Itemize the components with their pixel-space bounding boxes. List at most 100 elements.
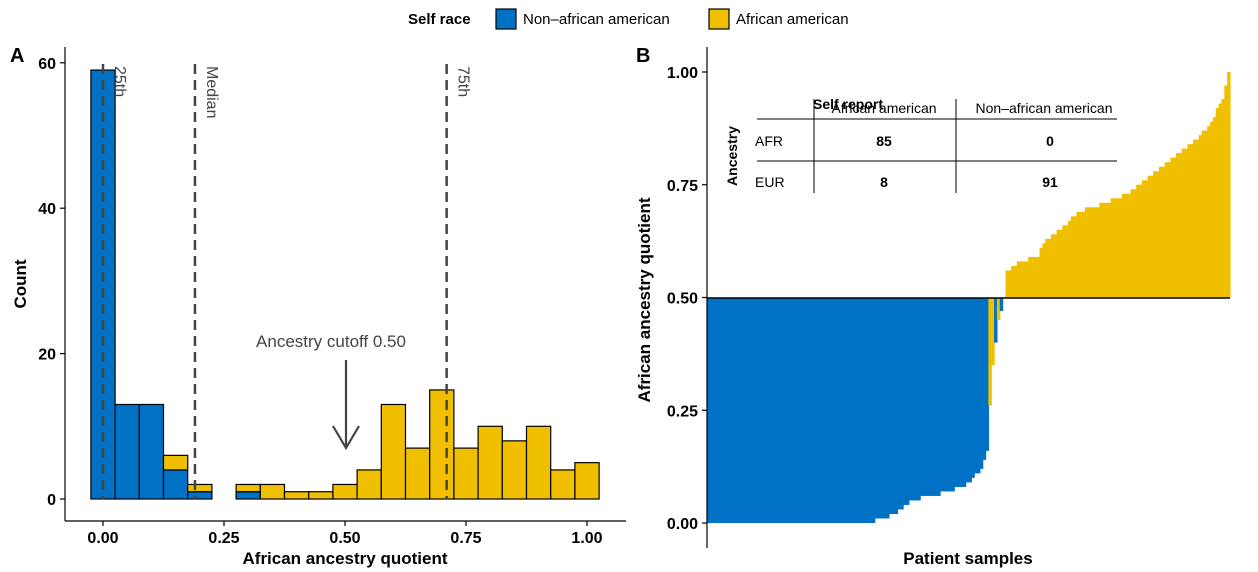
sample-bar [1167,162,1171,298]
sample-bar [917,297,921,501]
inset-table: Self report Ancestry African american No… [724,96,1117,193]
sample-bar [934,297,938,496]
sample-bar [908,297,913,501]
sample-bar [871,297,876,523]
sample-bar [1147,175,1152,298]
sample-bar [977,297,981,474]
sample-bar [1013,265,1018,298]
sample-bar [721,297,725,523]
sample-bar [1039,247,1044,298]
sample-bar [1184,148,1188,298]
sample-bar [863,297,867,523]
sample-bar [996,297,1001,321]
x-tick-label: 0.25 [208,530,239,547]
inset-table-row-header: Ancestry [724,126,740,186]
sample-bar [945,297,950,492]
sample-bar [797,297,802,523]
sample-bar [897,297,901,510]
sample-bar [1221,99,1225,298]
sample-bar [937,297,941,496]
sample-bar [968,297,972,483]
sample-bar [1062,225,1066,298]
sample-bar [911,297,916,501]
y-tick-label: 0.75 [667,178,698,195]
panel-b-letter: B [636,45,650,67]
bar-african-american [429,389,455,500]
y-tick-label: 0.50 [667,291,698,308]
sample-bar [729,297,734,523]
sample-bar [891,297,896,514]
sample-bar [763,297,768,523]
inset-cell-eur-african-american: 8 [880,174,888,190]
sample-bar [1056,229,1061,298]
panel-a-y-axis-label: Count [11,259,30,308]
cutoff-annotation: Ancestry cutoff 0.50 [256,332,406,451]
sample-bar [726,297,731,523]
sample-bar [732,297,737,523]
sample-bar [1079,211,1083,298]
sample-bar [755,297,759,523]
sample-bar [709,297,714,523]
panel-b-y-ticks: 0.00 0.25 0.50 0.75 1.00 [667,65,707,533]
sample-bar [1065,225,1069,298]
sample-bar [743,297,748,523]
sample-bar [849,297,853,523]
sample-bar [1224,85,1228,298]
bar-african-american [308,491,334,500]
bar-african-american [259,483,286,500]
sample-bar [1099,202,1103,298]
reference-line-label: Median [203,66,220,118]
sample-bar [846,297,850,523]
legend-swatch-african-american [708,8,730,30]
sample-bar [1087,207,1092,298]
sample-bar [1127,193,1132,298]
sample-bar [1005,270,1009,298]
sample-bar [1124,193,1129,298]
sample-bar [812,297,816,523]
sample-bar [1116,198,1120,298]
sample-bar [1218,103,1223,298]
sample-bar [957,297,961,487]
panel-a: A 25th Median 75th 0 20 40 60 0.00 0.25 0.50 0.7… [10,45,626,568]
sample-bar [1022,261,1026,298]
sample-bar [1173,157,1177,298]
inset-cell-afr-non-african-american: 0 [1046,133,1054,149]
panel-b-sample-bars [707,72,1231,523]
sample-bar [832,297,836,523]
sample-bar [1130,189,1134,298]
sample-bar [1082,211,1086,298]
legend-label-non-african-american: Non–african american [523,11,670,28]
sample-bar [1175,153,1180,298]
sample-bar [718,297,722,523]
cutoff-annotation-text: Ancestry cutoff 0.50 [256,332,406,351]
sample-bar [817,297,822,523]
panel-a-reference-lines: 25th Median 75th [101,64,472,499]
sample-bar [851,297,856,523]
sample-bar [741,297,745,523]
sample-bar [1164,162,1169,298]
sample-bar [766,297,771,523]
y-tick-label: 0.25 [667,403,698,420]
sample-bar [815,297,819,523]
sample-bar [948,297,953,492]
sample-bar [1158,166,1163,298]
bar-non-african-american [138,403,165,500]
bar-non-african-american [90,69,116,500]
sample-bar [874,297,879,519]
sample-bar [1212,117,1217,298]
sample-bar [928,297,933,496]
sample-bar [1121,193,1126,298]
sample-bar [982,297,987,460]
sample-bar [715,297,719,523]
y-tick-label: 20 [38,347,56,364]
reference-line-label: 75th [455,66,472,97]
sample-bar [738,297,742,523]
sample-bar [1107,202,1112,298]
bar-african-american [283,491,310,500]
panel-a-x-ticks: 0.00 0.25 0.50 0.75 1.00 [87,521,603,547]
sample-bar [1113,198,1117,298]
bar-african-american [574,462,600,500]
sample-bar [1201,130,1206,298]
sample-bar [775,297,779,523]
sample-bar [1227,72,1231,298]
